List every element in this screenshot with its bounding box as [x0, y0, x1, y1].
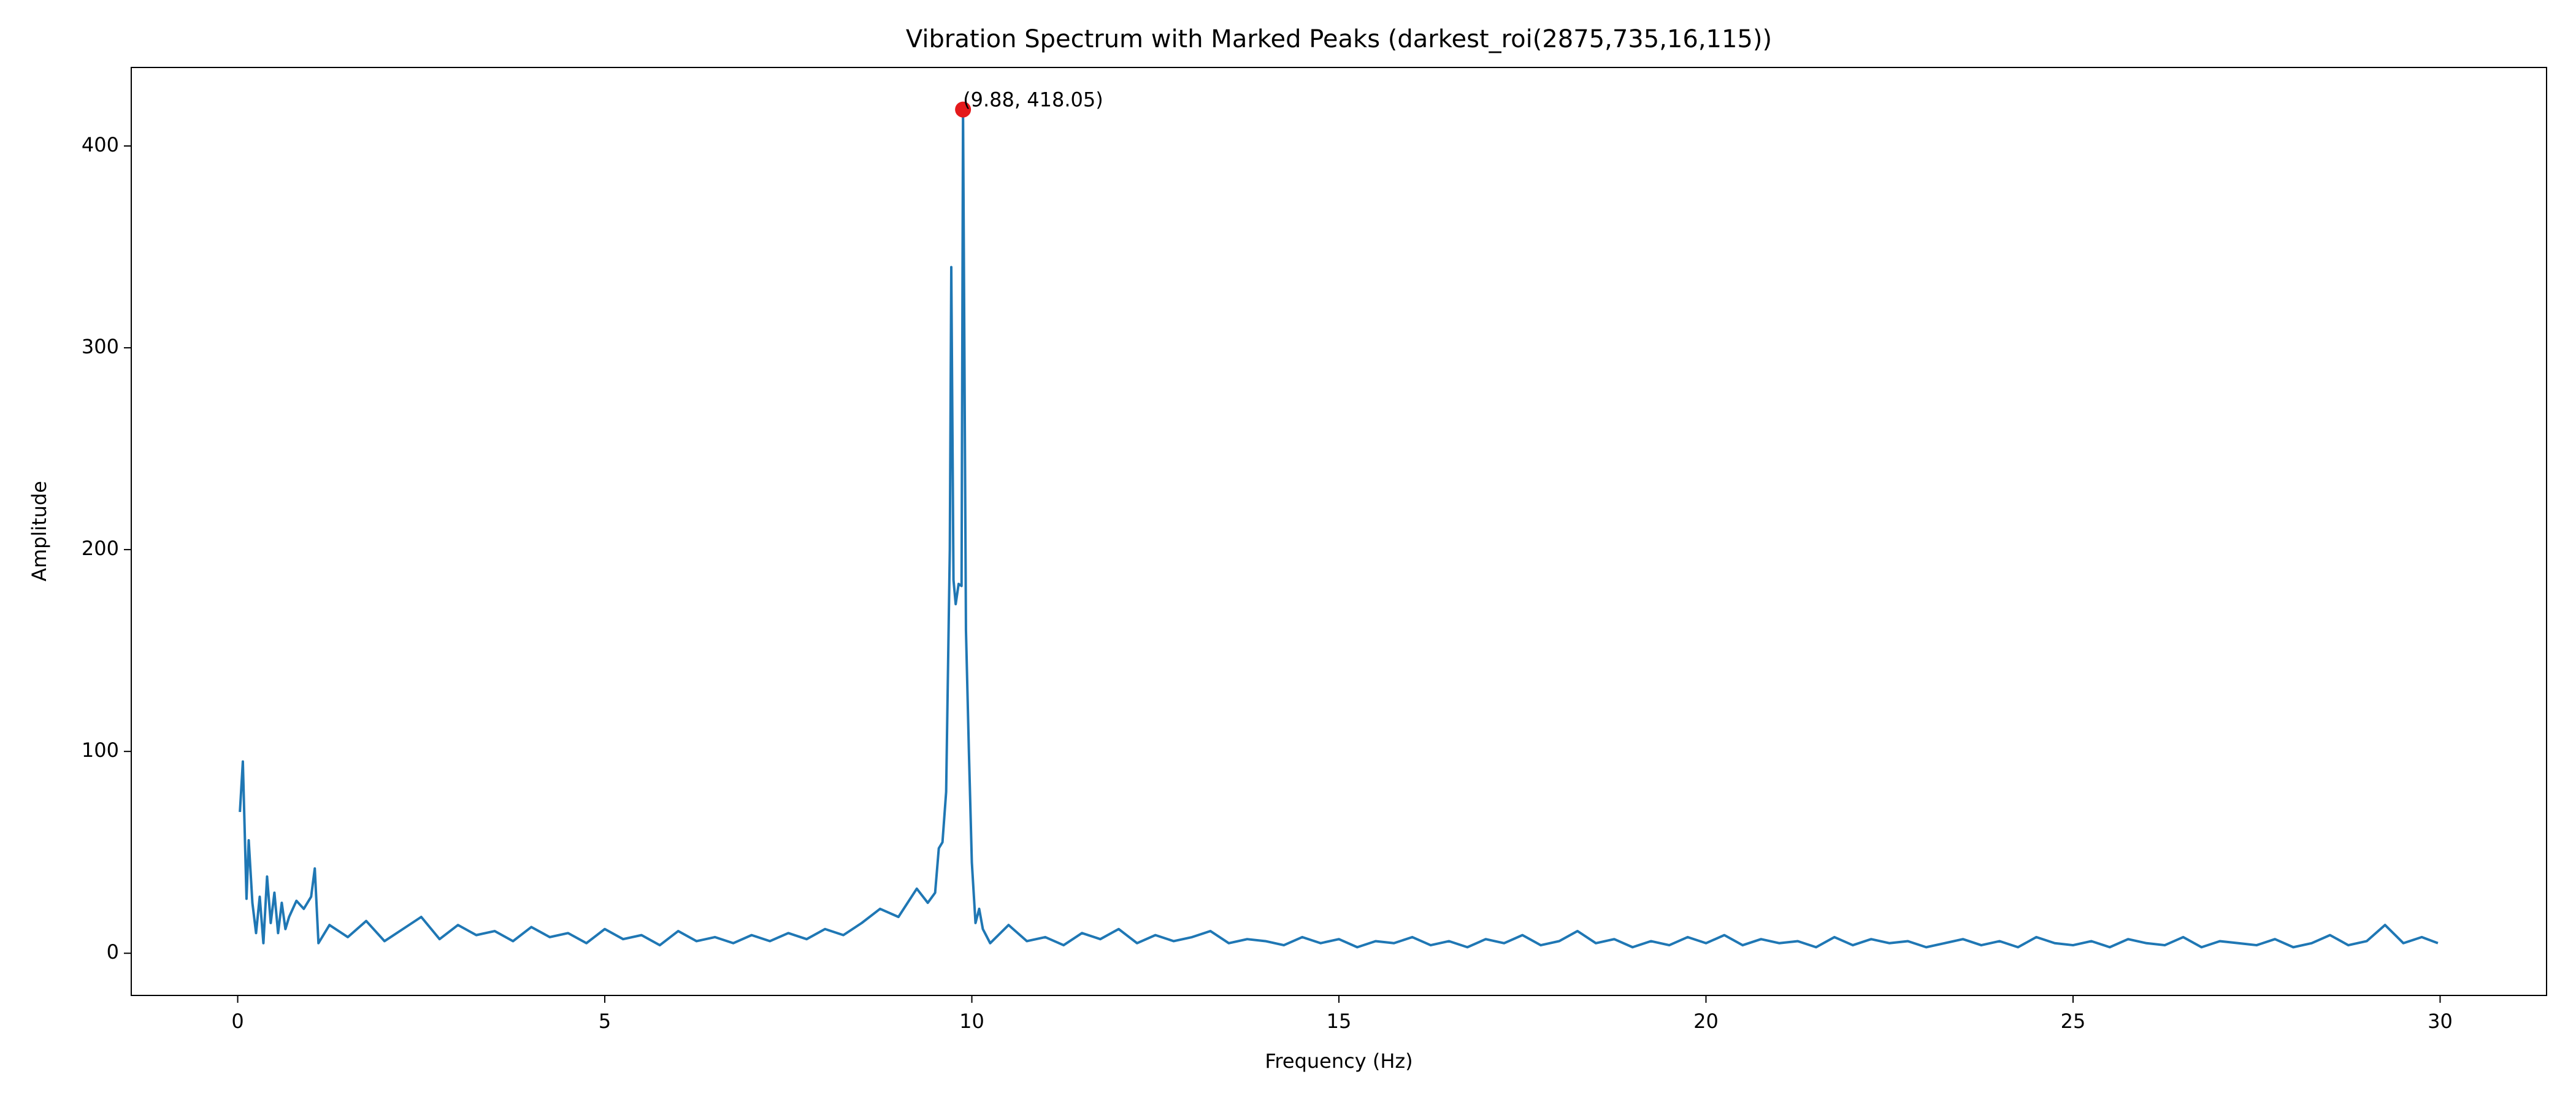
x-tick-label: 0 [231, 1010, 243, 1033]
y-tick-label: 400 [82, 133, 119, 156]
peak-annotation: (9.88, 418.05) [963, 88, 1103, 112]
x-axis-label: Frequency (Hz) [1265, 1049, 1413, 1073]
chart-title: Vibration Spectrum with Marked Peaks (da… [906, 25, 1772, 53]
x-tick-label: 5 [599, 1010, 611, 1033]
peak-marker [955, 101, 972, 118]
plot-frame [131, 67, 2547, 996]
x-tick-label: 15 [1327, 1010, 1352, 1033]
x-tick-label: 25 [2061, 1010, 2086, 1033]
x-tick-label: 10 [959, 1010, 984, 1033]
y-axis-label: Amplitude [28, 481, 51, 581]
x-tick-label: 20 [1693, 1010, 1719, 1033]
y-tick-label: 300 [82, 335, 119, 358]
spectrum-line [239, 108, 2439, 949]
y-tick-label: 200 [82, 537, 119, 560]
y-tick-label: 100 [82, 738, 119, 762]
x-tick-label: 30 [2428, 1010, 2453, 1033]
y-tick-label: 0 [107, 940, 119, 964]
